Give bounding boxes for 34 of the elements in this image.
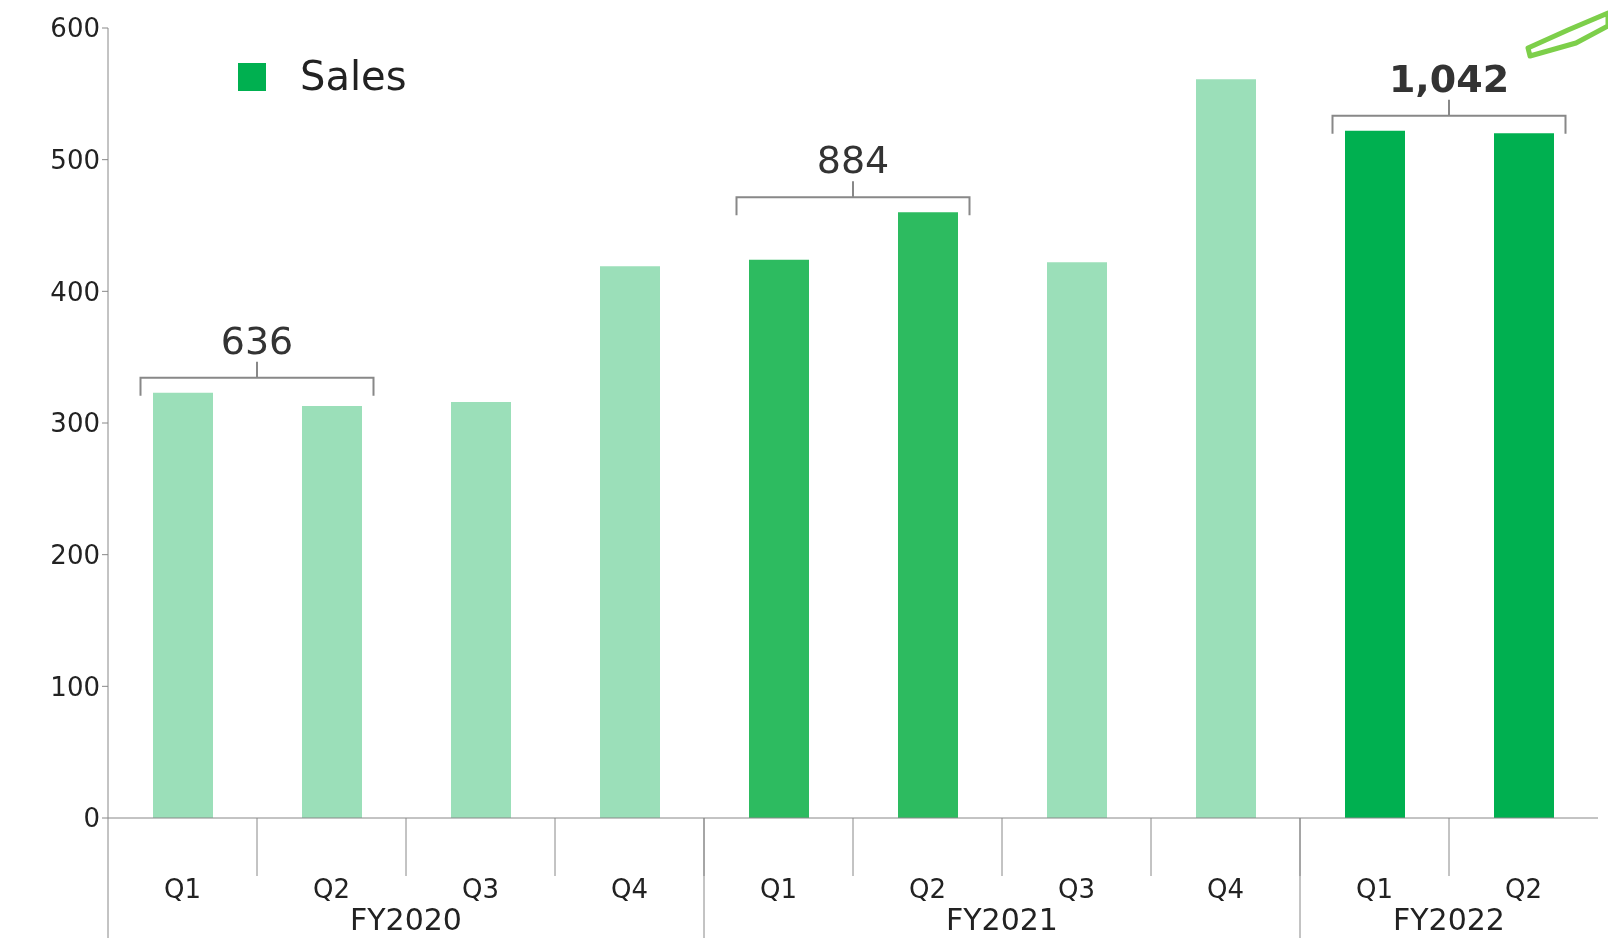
y-tick-label: 300 — [50, 408, 100, 439]
y-tick-label: 200 — [50, 539, 100, 570]
x-tick-label: Q1 — [1355, 874, 1394, 905]
bar — [302, 405, 362, 818]
y-tick-label: 600 — [50, 13, 100, 44]
text: FY2022 — [1393, 902, 1505, 937]
x-tick-label: Q3 — [1057, 874, 1096, 905]
x-tick-label: Q4 — [610, 874, 649, 905]
y-tick-label: 400 — [50, 276, 100, 307]
text: FY2020 — [350, 902, 462, 937]
x-tick-label: Q4 — [1206, 874, 1245, 905]
bar — [451, 401, 511, 818]
bar — [1494, 133, 1554, 818]
x-tick-label: Q1 — [163, 874, 202, 905]
bar — [153, 392, 213, 818]
annotation: 884 — [816, 138, 890, 183]
x-tick-label: Q2 — [1504, 874, 1543, 905]
annotation: 1,042 — [1388, 56, 1510, 101]
text: FY2021 — [946, 902, 1058, 937]
bar — [1047, 262, 1107, 818]
legend-label: Sales — [300, 53, 407, 99]
y-tick-label: 500 — [50, 144, 100, 175]
annotation: 636 — [220, 318, 294, 363]
bar — [898, 212, 958, 818]
y-tick-label: 0 — [83, 803, 100, 834]
bar — [749, 259, 809, 818]
bar — [1345, 130, 1405, 818]
x-tick-label: Q2 — [908, 874, 947, 905]
x-tick-label: Q2 — [312, 874, 351, 905]
x-tick-label: Q1 — [759, 874, 798, 905]
x-tick-label: Q3 — [461, 874, 500, 905]
bar — [1196, 79, 1256, 818]
y-tick-label: 100 — [50, 671, 100, 702]
bar — [600, 266, 660, 818]
